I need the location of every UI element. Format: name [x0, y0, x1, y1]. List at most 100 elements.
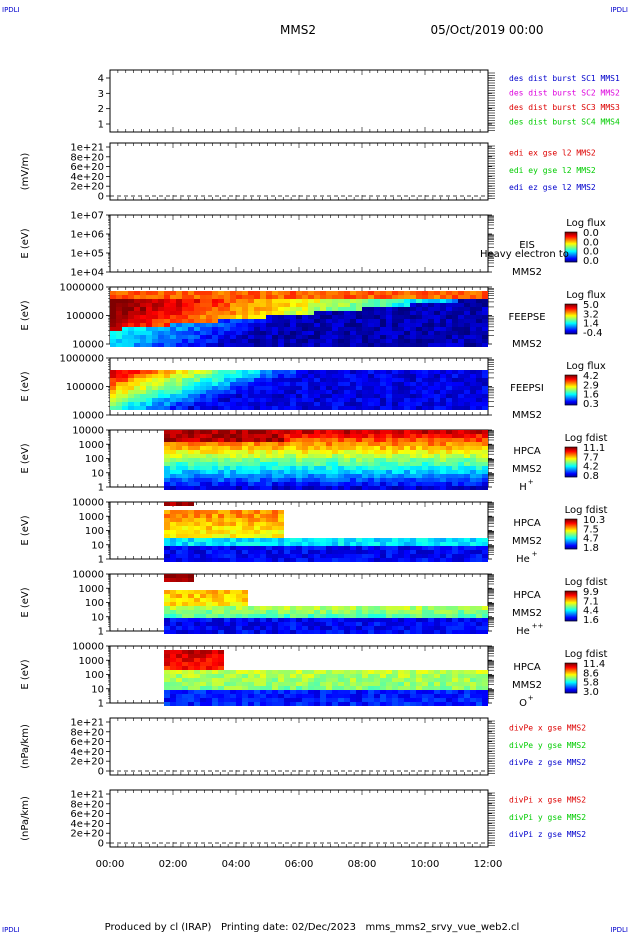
species-hpca_he: He — [516, 554, 530, 565]
ytick-label-divpi: 0 — [98, 839, 104, 850]
ylabel-divpi: (nPa/km) — [20, 796, 31, 841]
ytick-label-hpca_he: 1000 — [79, 512, 104, 523]
panel-dist: 1 2 3 4 des dist burst SC1 MMS1 des dist burs… — [98, 69, 620, 133]
ytick-label-hpca_h: 100 — [85, 454, 104, 465]
legend-dist-2: des dist burst SC3 MMS3 — [509, 103, 620, 112]
ytick-label-dist: 2 — [98, 104, 104, 115]
ylabel-hpca_he: E (eV) — [20, 515, 31, 545]
ytick-label-hpca_he: 10 — [91, 540, 104, 551]
legend-divpi-0: divPi x gse MMS2 — [509, 796, 586, 805]
colorbar-tick-feepse: 1.4 — [583, 319, 599, 330]
ylabel-hpca_o: E (eV) — [20, 659, 31, 689]
legend-dist-1: des dist burst SC2 MMS2 — [509, 89, 620, 98]
colorbar-tick-hpca_o: 5.8 — [583, 678, 599, 689]
heatmap-cells-feepse — [110, 291, 488, 347]
frame-divpi — [109, 789, 489, 848]
ytick-label-feepsi: 10000 — [72, 411, 104, 422]
ytick-label-hpca_h: 1 — [98, 483, 104, 494]
heatmap-cells-hpca_hepp — [164, 574, 488, 634]
xtick-label: 04:00 — [222, 859, 251, 870]
colorbar-tick-hpca_h: 4.2 — [583, 462, 599, 473]
header-title: MMS2 — [280, 23, 316, 37]
ytick-label-dist: 1 — [98, 120, 104, 131]
spacecraft-hpca_hepp: MMS2 — [512, 608, 542, 619]
colorbar-tick-hpca_he: 1.8 — [583, 543, 599, 554]
ytick-label-hpca_hepp: 10 — [91, 612, 104, 623]
panels-group: 1 2 3 4 des dist burst SC1 MMS1 des dist burs… — [20, 69, 620, 870]
ytick-label-feepse: 100000 — [66, 311, 104, 322]
ytick-label-eis: 1e+04 — [70, 268, 104, 279]
frame-eis — [109, 214, 489, 273]
ytick-label-feepse: 1000000 — [59, 283, 104, 294]
charge-hpca_he: + — [532, 550, 538, 558]
colorbar-tick-hpca_o: 11.4 — [583, 659, 605, 670]
ytick-label-eis: 1e+07 — [70, 211, 104, 222]
ylabel-eis: E (eV) — [20, 228, 31, 258]
frame-edi — [109, 142, 489, 201]
ytick-label-hpca_h: 1000 — [79, 440, 104, 451]
colorbar-title-hpca_he: Log fdist — [565, 505, 608, 516]
footer-text: Produced by cl (IRAP) Printing date: 02/… — [105, 922, 520, 933]
ytick-label-hpca_h: 10000 — [72, 426, 104, 437]
heatmap-cells-hpca_h — [164, 430, 488, 490]
instrument-hpca_o: HPCA — [513, 662, 541, 673]
legend-divpe-1: divPe y gse MMS2 — [509, 741, 586, 750]
ytick-label-feepsi: 100000 — [66, 382, 104, 393]
ytick-label-hpca_o: 10000 — [72, 642, 104, 653]
colorbar-tick-hpca_o: 8.6 — [583, 668, 599, 679]
spacecraft-hpca_o: MMS2 — [512, 680, 542, 691]
ytick-label-divpe: 8e+20 — [70, 727, 104, 738]
ytick-label-hpca_o: 100 — [85, 670, 104, 681]
ytick-label-edi: 4e+20 — [70, 172, 104, 183]
colorbar-tick-hpca_he: 7.5 — [583, 524, 599, 535]
xtick-label: 02:00 — [159, 859, 188, 870]
charge-hpca_hepp: ++ — [532, 622, 544, 630]
heatmap-cells-hpca_he — [164, 502, 488, 562]
ytick-label-hpca_o: 10 — [91, 684, 104, 695]
instrument-hpca_he: HPCA — [513, 518, 541, 529]
colorbar-tick-feepsi: 1.6 — [583, 390, 599, 401]
colorbar-tick-eis: 0.0 — [583, 228, 599, 239]
colorbar-tick-hpca_o: 3.0 — [583, 687, 599, 698]
ytick-label-divpi: 8e+20 — [70, 799, 104, 810]
colorbar-tick-eis: 0.0 — [583, 237, 599, 248]
colorbar-tick-eis: 0.0 — [583, 247, 599, 258]
colorbar-tick-hpca_hepp: 4.4 — [583, 606, 599, 617]
ytick-label-hpca_h: 10 — [91, 468, 104, 479]
ytick-label-divpi: 1e+21 — [70, 790, 104, 801]
overlay-eis: Heavy electron to — [480, 249, 569, 260]
charge-hpca_o: + — [528, 694, 534, 702]
colorbar-tick-hpca_he: 10.3 — [583, 515, 605, 526]
spacecraft-feepse: MMS2 — [512, 339, 542, 350]
colorbar-tick-feepsi: 0.3 — [583, 399, 599, 410]
panel-eis: 1e+04 1e+05 1e+06 1e+07 E (eV) EIS MMS2 Log flu… — [20, 211, 606, 279]
legend-divpi-2: divPi z gse MMS2 — [509, 830, 586, 839]
panel-feepsi: 10000 100000 1000000 E (eV) FEEPSI MMS2 Log fl… — [20, 354, 606, 422]
species-hpca_o: O — [519, 698, 527, 709]
ylabel-edi: (mV/m) — [20, 153, 31, 191]
charge-hpca_h: + — [528, 478, 534, 486]
ytick-label-hpca_he: 100 — [85, 526, 104, 537]
ytick-label-divpe: 4e+20 — [70, 747, 104, 758]
xtick-label: 06:00 — [285, 859, 314, 870]
ytick-label-hpca_hepp: 1000 — [79, 584, 104, 595]
ytick-label-divpi: 6e+20 — [70, 809, 104, 820]
ytick-label-hpca_hepp: 10000 — [72, 570, 104, 581]
ytick-label-edi: 6e+20 — [70, 162, 104, 173]
spacecraft-feepsi: MMS2 — [512, 410, 542, 421]
colorbar-tick-hpca_hepp: 9.9 — [583, 587, 599, 598]
ytick-label-hpca_hepp: 100 — [85, 598, 104, 609]
ytick-label-eis: 1e+06 — [70, 230, 104, 241]
instrument-feepsi: FEEPSI — [510, 383, 544, 394]
xtick-label: 12:00 — [474, 859, 503, 870]
colorbar-tick-eis: 0.0 — [583, 256, 599, 267]
